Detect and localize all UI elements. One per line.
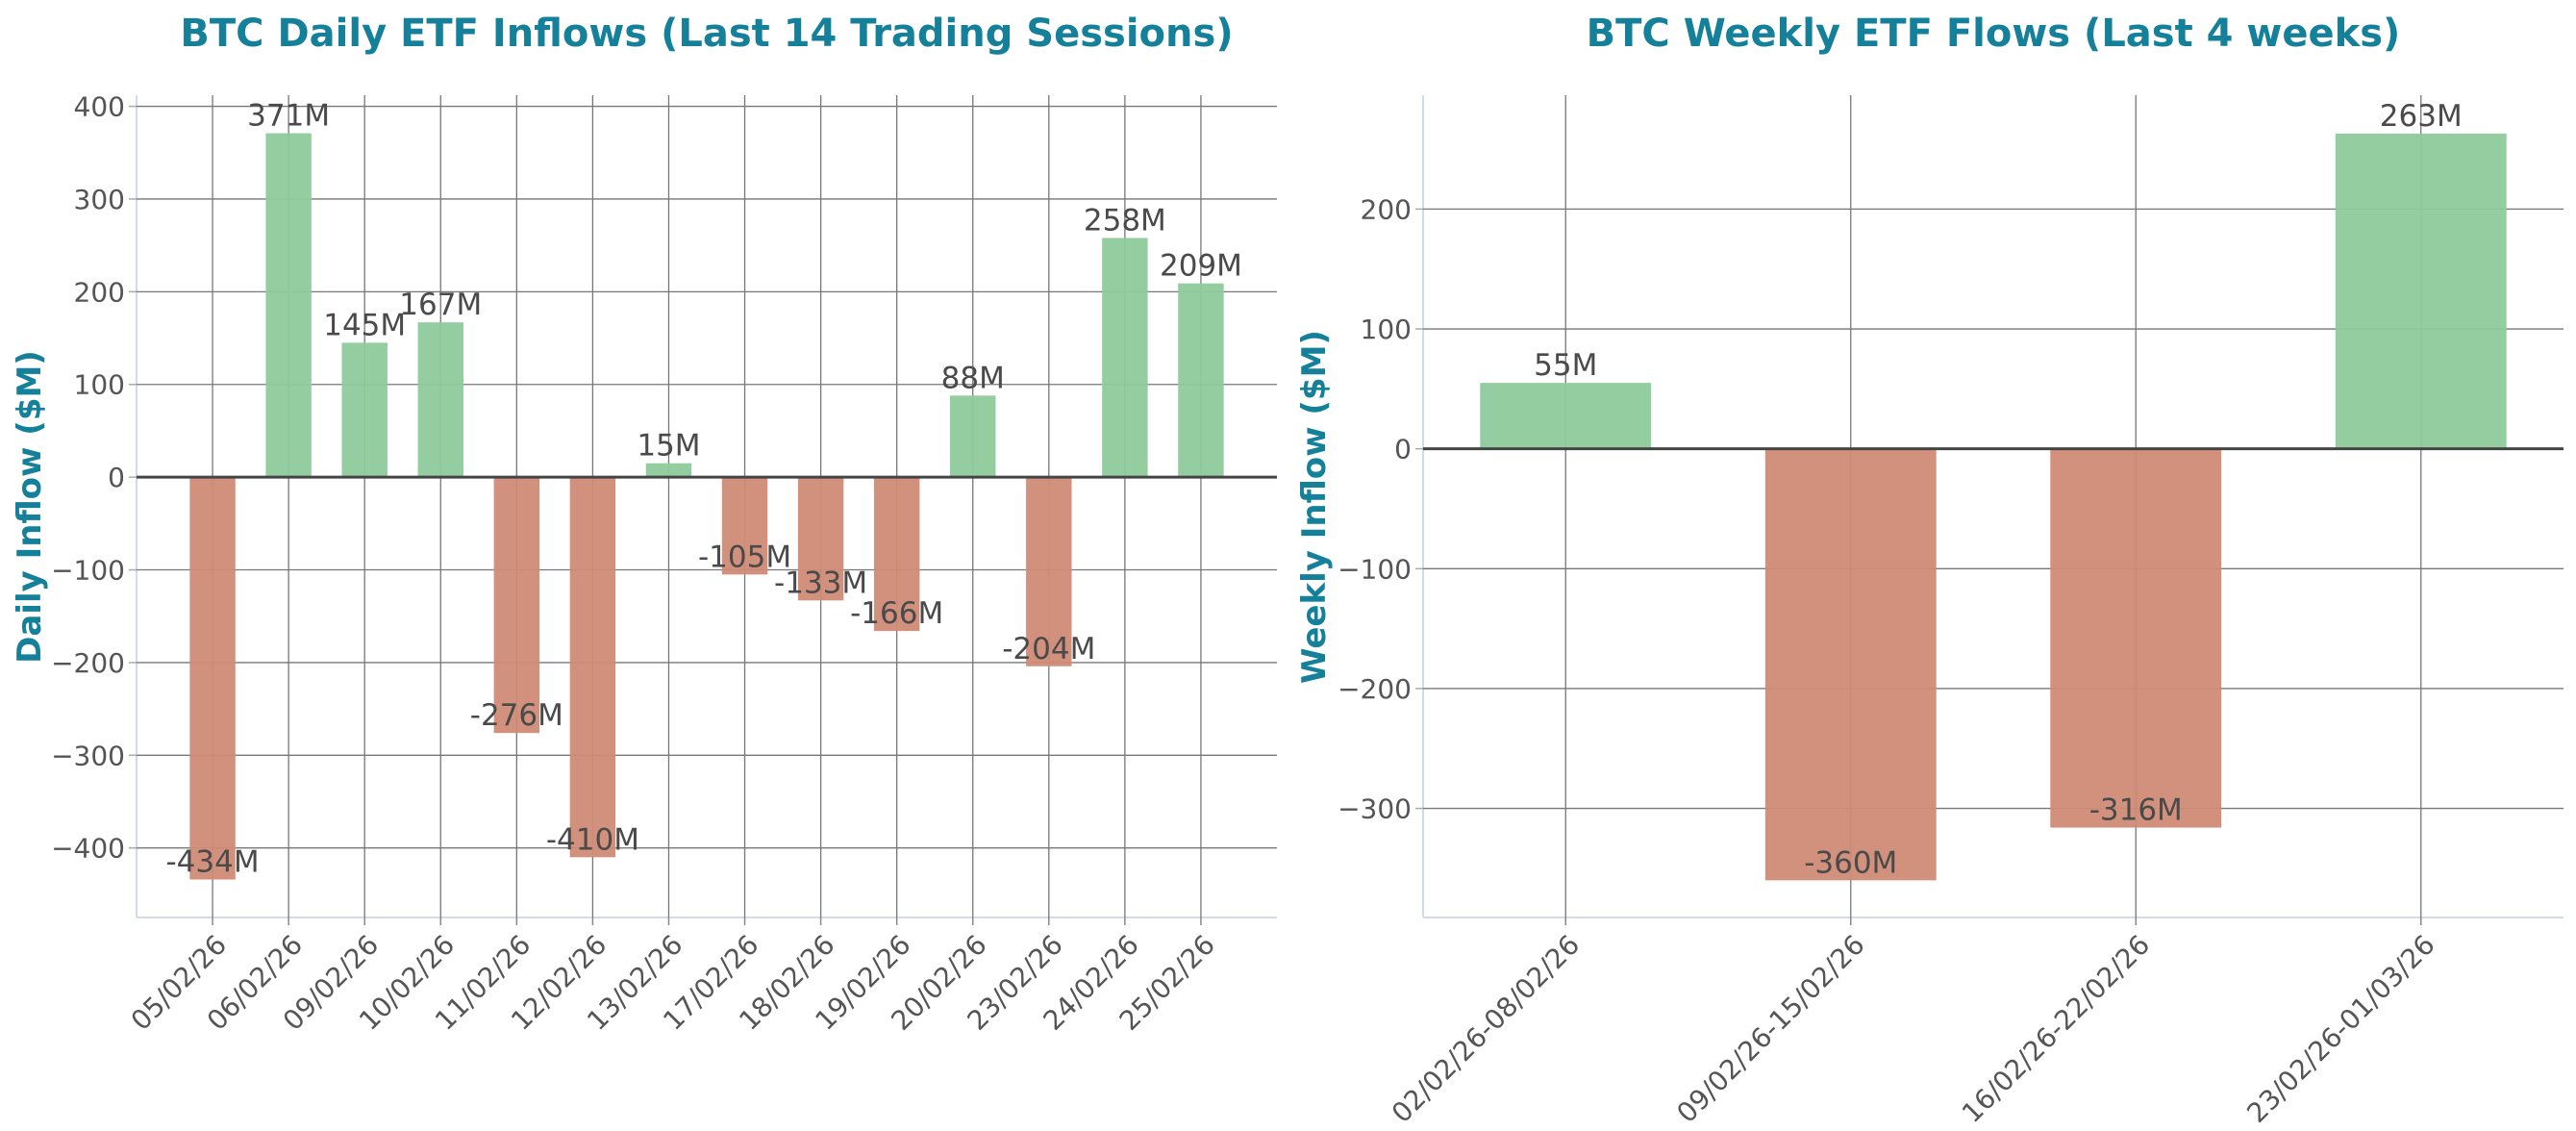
y-tick-label: −100 [1338,553,1412,585]
bar [1178,283,1224,478]
y-axis-label: Weekly Inflow ($M) [1295,330,1334,684]
bar-value-label: 55M [1534,348,1597,383]
bar-value-label: -105M [698,540,791,574]
bar-value-label: -166M [850,596,943,631]
x-tick-label: 02/02/26-08/02/26 [1386,929,1586,1129]
x-tick-label: 16/02/26-22/02/26 [1956,929,2156,1129]
bar [417,322,463,478]
bar [265,133,312,478]
y-tick-label: 100 [1361,314,1412,345]
bar-value-label: -434M [166,844,260,879]
y-tick-label: 0 [108,462,125,493]
weekly-flows-chart: BTC Weekly ETF Flows (Last 4 weeks) Week… [1295,12,2563,1129]
y-tick-label: −100 [51,555,125,587]
y-tick-label: 100 [74,369,125,401]
y-tick-label: −400 [51,833,125,865]
bar [873,477,920,632]
x-tick-label: 23/02/26-01/03/26 [2240,929,2440,1129]
y-tick-label: −200 [51,647,125,679]
y-tick-label: −200 [1338,673,1412,705]
bar-value-label: 371M [247,99,330,134]
bar [721,477,768,575]
y-axis-label: Daily Inflow ($M) [11,350,49,664]
bar [2050,448,2222,828]
bar-value-label: -133M [774,566,867,600]
bar [493,477,540,734]
bar [189,477,236,880]
y-tick-label: −300 [51,740,125,771]
bar-value-label: -360M [1804,845,1897,880]
bar-value-label: 258M [1084,203,1166,238]
bar [950,395,996,478]
bar-value-label: 167M [399,288,482,322]
bar-value-label: 209M [1160,249,1242,284]
bar [1480,383,1652,449]
bar-value-label: -204M [1002,632,1095,666]
y-tick-label: −300 [1338,793,1412,825]
bar-value-label: -316M [2089,793,2183,828]
bar-value-label: 145M [323,308,406,342]
bar [645,463,692,478]
y-tick-label: 200 [1361,193,1412,225]
chart-title: BTC Daily ETF Inflows (Last 14 Trading S… [180,12,1233,56]
y-tick-label: 400 [74,91,125,123]
bar-value-label: 263M [2380,99,2463,134]
bar-value-label: -410M [546,822,639,857]
bar [1026,477,1072,666]
y-tick-label: 200 [74,276,125,308]
bar [341,342,388,478]
y-tick-label: 300 [74,184,125,215]
daily-inflows-chart: BTC Daily ETF Inflows (Last 14 Trading S… [11,12,1277,1037]
bar-value-label: 88M [941,361,1005,395]
bar [569,477,616,858]
bar [1764,448,1937,881]
x-tick-label: 09/02/26-15/02/26 [1670,929,1870,1129]
bar-value-label: 15M [637,429,700,464]
bar [797,477,844,601]
bar-value-label: -276M [470,698,563,733]
chart-title: BTC Weekly ETF Flows (Last 4 weeks) [1587,12,2401,56]
y-tick-label: 0 [1394,434,1412,465]
bar [1102,238,1148,478]
bar [2335,133,2507,449]
